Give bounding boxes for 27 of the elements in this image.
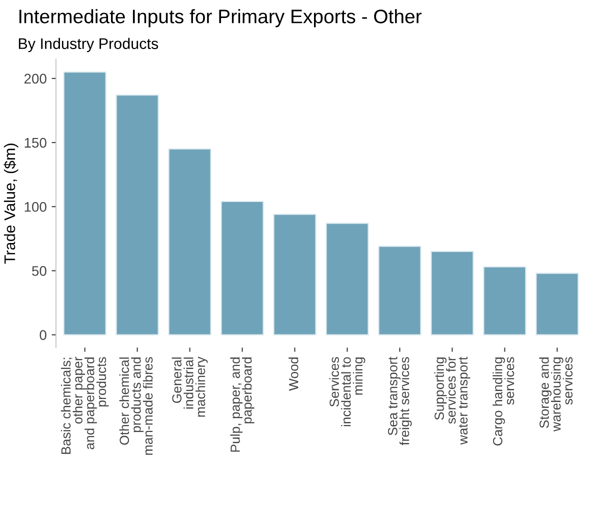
- bar: [378, 246, 422, 336]
- bar: [483, 266, 526, 336]
- x-tick-label: Pulp, paper, and paperboard: [230, 357, 254, 452]
- bar: [63, 71, 106, 336]
- bar: [273, 214, 316, 336]
- x-tick-label: Basic chemicals; other paper and paperboard products: [60, 356, 109, 454]
- y-tick-label: 50: [32, 266, 46, 276]
- y-tick-label: 100: [24, 202, 46, 212]
- x-tick-label: Wood: [288, 358, 298, 391]
- chart-title: Intermediate Inputs for Primary Exports - Other: [19, 9, 422, 28]
- y-axis-title: Trade Value, ($m): [4, 144, 18, 264]
- bar: [536, 272, 579, 336]
- bar: [168, 148, 212, 336]
- x-tick-label: Storage and warehousing services: [539, 357, 573, 432]
- bar: [326, 222, 369, 336]
- y-tick-label: 150: [24, 138, 46, 148]
- x-tick-label: General industrial machinery: [172, 356, 208, 417]
- chart-subtitle: By Industry Products: [18, 38, 158, 52]
- x-tick-label: Cargo handling services: [492, 357, 514, 446]
- x-tick-label: Supporting services for water transport: [434, 356, 470, 445]
- y-tick-label: 0: [40, 330, 46, 340]
- y-tick-label: 200: [24, 74, 46, 84]
- x-tick-label: Services incidental to mining: [329, 357, 366, 426]
- bar: [116, 94, 159, 336]
- bar: [220, 200, 264, 336]
- bar: [430, 250, 474, 336]
- x-tick-label: Other chemical products and man-made fibres: [119, 357, 153, 455]
